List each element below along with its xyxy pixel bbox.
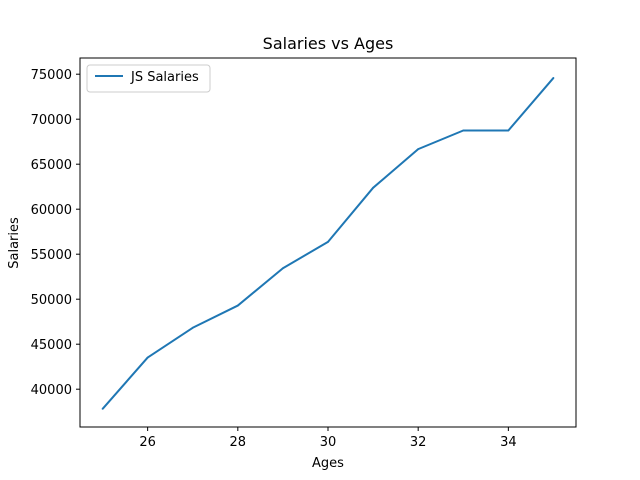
data-point [146, 356, 149, 359]
data-point [372, 186, 374, 189]
y-tick-label: 75000 [31, 68, 72, 83]
y-tick-label: 55000 [31, 248, 72, 263]
y-tick-label: 40000 [31, 383, 72, 398]
legend-label: JS Salaries [130, 70, 199, 85]
x-tick-label: 28 [230, 435, 247, 450]
x-axis: 26 28 30 32 34 [139, 427, 517, 450]
legend-box [86, 64, 211, 93]
series-layer [101, 77, 555, 410]
x-tick-label: 26 [139, 435, 156, 450]
data-point [191, 326, 194, 329]
x-tick-label: 32 [410, 435, 427, 450]
y-tick-label: 65000 [31, 158, 72, 173]
y-axis: 40000 45000 50000 55000 60000 65000 70000 75000 [31, 68, 80, 398]
data-point [462, 129, 465, 132]
x-tick-label: 34 [500, 435, 517, 450]
data-point [507, 129, 510, 132]
data-point [236, 304, 239, 307]
y-tick-label: 60000 [31, 203, 72, 218]
data-point [327, 240, 329, 243]
legend: JS Salaries [86, 64, 211, 93]
x-tick-label: 30 [320, 435, 337, 450]
y-axis-label: Salaries [7, 217, 22, 269]
chart-title: Salaries vs Ages [263, 34, 394, 53]
y-tick-label: 50000 [31, 293, 72, 308]
y-tick-label: 45000 [31, 338, 72, 353]
x-axis-label: Ages [312, 456, 344, 471]
y-tick-label: 70000 [31, 113, 72, 128]
data-point [417, 148, 420, 151]
data-point [282, 267, 284, 270]
data-point [101, 408, 104, 410]
data-point [552, 77, 555, 79]
